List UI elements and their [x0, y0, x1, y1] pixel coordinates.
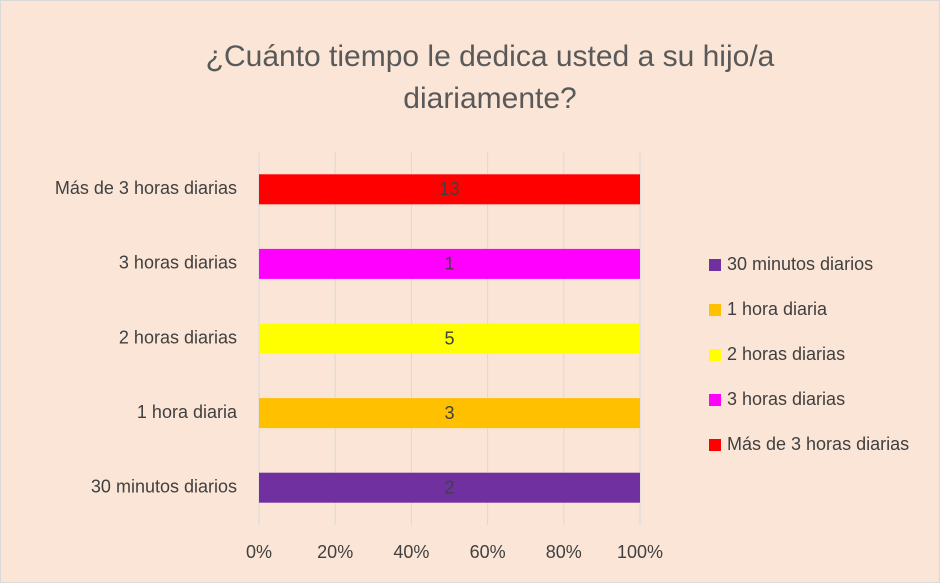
x-tick-label: 100% [617, 542, 663, 562]
bar [259, 248, 640, 279]
data-label: 3 [444, 403, 454, 423]
y-tick-label: Más de 3 horas diarias [55, 178, 237, 198]
legend-label: 1 hora diaria [727, 299, 828, 319]
x-tick-label: 0% [246, 542, 272, 562]
legend-swatch [709, 349, 721, 361]
legend-label: 3 horas diarias [727, 389, 845, 409]
y-tick-label: 30 minutos diarios [91, 476, 237, 496]
legend-swatch [709, 304, 721, 316]
data-label: 2 [444, 477, 454, 497]
x-tick-label: 40% [393, 542, 429, 562]
legend-swatch [709, 439, 721, 451]
x-tick-label: 60% [470, 542, 506, 562]
y-tick-label: 2 horas diarias [119, 327, 237, 347]
legend-label: 2 horas diarias [727, 344, 845, 364]
bar [259, 174, 640, 205]
data-label: 5 [444, 328, 454, 348]
bar [259, 398, 640, 429]
legend-label: 30 minutos diarios [727, 254, 873, 274]
x-tick-label: 80% [546, 542, 582, 562]
legend-swatch [709, 259, 721, 271]
legend-swatch [709, 394, 721, 406]
x-tick-label: 20% [317, 542, 353, 562]
data-label: 1 [444, 254, 454, 274]
bar [259, 472, 640, 503]
data-label: 13 [439, 179, 459, 199]
y-tick-label: 3 horas diarias [119, 253, 237, 273]
legend-label: Más de 3 horas diarias [727, 434, 909, 454]
bar [259, 323, 640, 354]
chart-title: ¿Cuánto tiempo le dedica usted a su hijo… [205, 40, 775, 115]
y-tick-label: 1 hora diaria [137, 402, 238, 422]
